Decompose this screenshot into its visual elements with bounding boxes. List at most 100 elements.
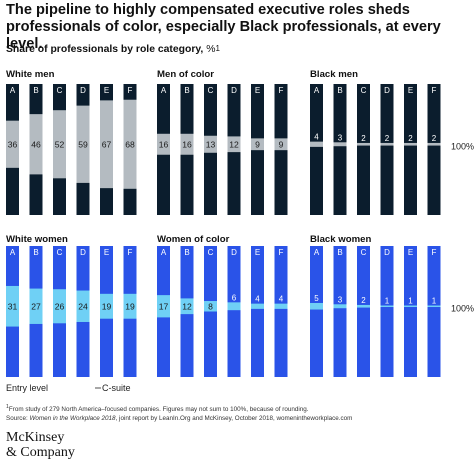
- bar-segment: [427, 142, 441, 146]
- category-label: C: [57, 248, 63, 257]
- bar-segment: [251, 303, 264, 309]
- value-label: 46: [31, 139, 41, 149]
- value-label: 27: [31, 301, 41, 311]
- bar-segment: [357, 304, 370, 308]
- bar-segment: [76, 105, 90, 183]
- category-label: D: [80, 86, 86, 95]
- bar: [274, 246, 288, 377]
- value-label: 2: [361, 134, 366, 143]
- category-label: A: [161, 248, 167, 257]
- panel-white-men: White men A 36 B 46 C 52 D 59 E 67 F 68: [6, 69, 137, 215]
- value-label: 26: [55, 301, 65, 311]
- logo-line-1: McKinsey: [6, 430, 65, 445]
- bar-segment: [333, 304, 347, 309]
- footnote-text: From study of 279 North America–focused …: [8, 406, 309, 414]
- subtitle-text: Share of professionals by role category,: [6, 44, 204, 55]
- bar-segment: [53, 110, 66, 179]
- category-label: F: [432, 86, 437, 95]
- bar-segment: [6, 285, 19, 327]
- bar-segment: [123, 293, 137, 319]
- source-title: Women in the Workplace 2018: [29, 414, 116, 422]
- bar: [404, 246, 417, 377]
- bar-segment: [53, 289, 66, 324]
- value-label: 5: [314, 294, 319, 303]
- bar: [310, 246, 323, 377]
- value-label: 4: [255, 295, 260, 304]
- chart-subtitle: Share of professionals by role category,…: [6, 44, 220, 55]
- footnote-source: Source: Women in the Workplace 2018, joi…: [6, 415, 468, 424]
- bar-segment: [157, 295, 170, 318]
- panel-black-men: Black men A 4 B 3 C 2 D 2 E 2 F 2 100%: [310, 69, 474, 215]
- bar-segment: [180, 133, 194, 155]
- value-label: 2: [408, 134, 413, 143]
- category-label: C: [361, 248, 367, 257]
- bar-segment: [6, 120, 19, 168]
- axis-label-c-suite: C-suite: [102, 383, 131, 393]
- bar: [357, 84, 370, 215]
- category-label: C: [208, 248, 214, 257]
- bar: [357, 246, 370, 377]
- bar: [227, 246, 241, 377]
- panel-title: Women of color: [157, 234, 230, 245]
- value-label: 9: [255, 139, 260, 149]
- value-label: 36: [8, 139, 18, 149]
- category-label: A: [314, 86, 320, 95]
- bar: [380, 246, 394, 377]
- category-label: B: [184, 86, 189, 95]
- bar-segment: [227, 302, 241, 311]
- bar-segment: [29, 288, 43, 324]
- category-label: B: [337, 86, 342, 95]
- value-label: 4: [314, 133, 319, 142]
- category-label: F: [128, 86, 133, 95]
- panel-black-women: Black women A 5 B 3 C 2 D 1 E 1 F 1 100%: [310, 234, 474, 377]
- value-label: 17: [159, 301, 169, 311]
- footnote: 1From study of 279 North America–focused…: [6, 403, 468, 423]
- bar-segment: [180, 298, 194, 315]
- bar-segment: [157, 133, 170, 155]
- subtitle-unit: %: [206, 44, 216, 55]
- value-label: 2: [432, 134, 437, 143]
- value-label: 1: [385, 297, 390, 306]
- value-label: 68: [125, 139, 135, 149]
- value-label: 2: [361, 296, 366, 305]
- category-label: D: [231, 86, 237, 95]
- bar-segment: [204, 135, 217, 153]
- panel-title: White women: [6, 234, 68, 245]
- chart-title: The pipeline to highly compensated execu…: [6, 2, 441, 52]
- category-label: C: [361, 86, 367, 95]
- category-label: B: [337, 248, 342, 257]
- value-label: 52: [55, 139, 65, 149]
- source-suffix: , joint report by LeanIn.Org and McKinse…: [115, 414, 353, 422]
- bar-segment: [310, 302, 323, 310]
- value-label: 24: [78, 301, 88, 311]
- value-label: 12: [229, 139, 239, 149]
- panel-title: White men: [6, 69, 55, 80]
- category-label: C: [208, 86, 214, 95]
- value-label: 67: [102, 139, 112, 149]
- category-label: A: [10, 248, 16, 257]
- category-label: E: [255, 86, 260, 95]
- bar-segment: [123, 99, 137, 189]
- bar-segment: [357, 142, 370, 146]
- subtitle-footnote-mark: 1: [215, 44, 220, 53]
- bar-segment: [251, 138, 264, 151]
- bar-segment: [29, 114, 43, 175]
- category-label: E: [408, 86, 413, 95]
- category-label: A: [161, 86, 167, 95]
- category-label: A: [10, 86, 16, 95]
- value-label: 12: [182, 301, 192, 311]
- panel-women-of-color: Women of color A 17 B 12 C 8 D 6 E 4 F 4: [157, 234, 288, 377]
- value-label: 59: [78, 139, 88, 149]
- panel-title: Black men: [310, 69, 358, 80]
- value-label: 9: [279, 139, 284, 149]
- bar: [404, 84, 417, 215]
- value-label: 31: [8, 301, 18, 311]
- axis-label-entry-level: Entry level: [6, 383, 48, 393]
- bar-segment: [274, 138, 288, 151]
- category-label: A: [314, 248, 320, 257]
- bar-segment: [333, 142, 347, 147]
- category-label: E: [104, 248, 109, 257]
- bar-segment: [404, 142, 417, 146]
- bar: [333, 84, 347, 215]
- category-label: D: [80, 248, 86, 257]
